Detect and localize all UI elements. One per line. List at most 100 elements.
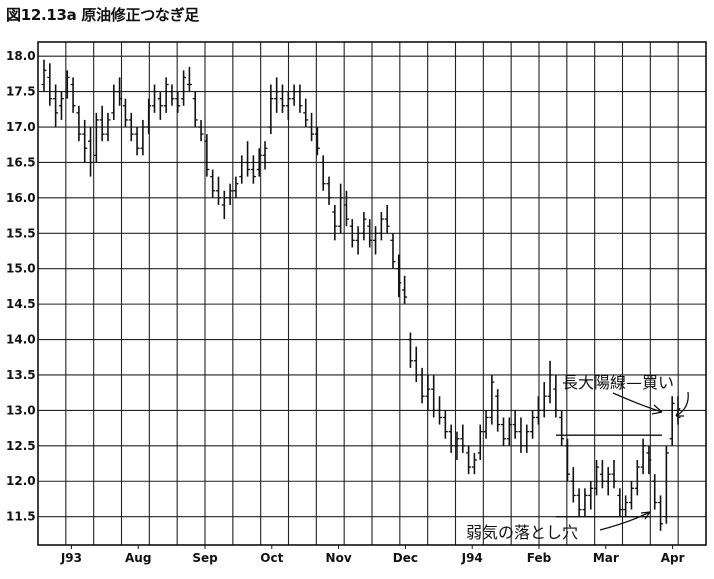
price-bar bbox=[58, 91, 64, 120]
price-bar bbox=[437, 396, 443, 425]
annotation-arrow-1-head bbox=[651, 404, 663, 415]
price-bar bbox=[640, 438, 646, 475]
x-axis-ticks: J93 Aug Sep Oct Nov Dec J94 Feb Mar Apr bbox=[60, 545, 685, 565]
price-bar bbox=[99, 105, 105, 142]
price-bar bbox=[477, 424, 483, 460]
y-tick-label: 13.0 bbox=[6, 403, 36, 417]
price-bar bbox=[256, 148, 262, 177]
price-bar bbox=[53, 84, 59, 128]
price-bar bbox=[117, 77, 123, 106]
x-tick-label: Aug bbox=[125, 551, 151, 565]
price-bar bbox=[541, 382, 547, 418]
price-bar bbox=[431, 374, 437, 418]
price-bar bbox=[594, 459, 600, 496]
price-bar bbox=[41, 59, 47, 92]
price-bar bbox=[210, 169, 216, 198]
price-bar bbox=[518, 417, 524, 453]
price-bar bbox=[506, 417, 512, 446]
price-bar bbox=[181, 70, 187, 106]
price-bar bbox=[582, 488, 588, 517]
x-tick-label: Apr bbox=[661, 551, 685, 565]
price-bar bbox=[419, 367, 425, 404]
price-bar bbox=[186, 66, 192, 92]
price-bar bbox=[378, 212, 384, 241]
price-bar bbox=[675, 396, 681, 425]
price-bar bbox=[343, 190, 349, 227]
y-tick-label: 15.0 bbox=[6, 262, 36, 276]
y-tick-label: 12.0 bbox=[6, 474, 36, 488]
price-bar bbox=[483, 410, 489, 439]
price-bar bbox=[169, 84, 175, 106]
chart-grid bbox=[38, 42, 706, 545]
price-bar bbox=[425, 374, 431, 411]
price-bar bbox=[442, 410, 448, 439]
price-bar bbox=[605, 467, 611, 496]
price-bar bbox=[338, 183, 344, 234]
x-tick-label: Oct bbox=[260, 551, 283, 565]
price-bar bbox=[105, 112, 111, 142]
x-tick-label: J93 bbox=[60, 551, 82, 565]
price-bar bbox=[669, 396, 675, 446]
x-tick-label: Sep bbox=[192, 551, 218, 565]
price-bar bbox=[88, 127, 94, 177]
price-bar bbox=[402, 275, 408, 305]
price-bar bbox=[617, 488, 623, 517]
price-bar bbox=[588, 481, 594, 510]
annotation-arrow-3-head bbox=[640, 511, 651, 520]
price-bar bbox=[70, 77, 76, 113]
price-bar bbox=[279, 84, 285, 113]
price-bar bbox=[227, 183, 233, 205]
price-bar bbox=[623, 495, 629, 517]
price-bar bbox=[570, 467, 576, 503]
price-bar bbox=[76, 105, 82, 142]
price-bar bbox=[291, 84, 297, 106]
price-bar bbox=[559, 410, 565, 446]
price-bar bbox=[553, 374, 559, 418]
y-tick-label: 18.0 bbox=[6, 49, 36, 63]
price-bar bbox=[489, 374, 495, 425]
price-bar bbox=[111, 84, 117, 120]
chart-title: 図12.13a 原油修正つなぎ足 bbox=[6, 6, 199, 24]
price-bar bbox=[367, 219, 373, 248]
price-bar bbox=[163, 77, 169, 113]
price-bar bbox=[628, 481, 634, 510]
price-bar bbox=[250, 155, 256, 184]
price-bar bbox=[576, 488, 582, 517]
price-bar bbox=[309, 112, 315, 142]
price-bar bbox=[634, 459, 640, 496]
annotation-arrow-2 bbox=[675, 391, 689, 417]
price-bar bbox=[157, 91, 163, 120]
price-bar bbox=[349, 219, 355, 248]
price-bar bbox=[285, 91, 291, 120]
price-bar bbox=[152, 84, 158, 113]
price-bar bbox=[530, 410, 536, 439]
y-tick-label: 12.5 bbox=[6, 439, 36, 453]
price-bar bbox=[221, 190, 227, 220]
price-bar bbox=[495, 389, 501, 432]
price-bar bbox=[646, 445, 652, 475]
price-bar bbox=[501, 417, 507, 446]
price-bar bbox=[268, 84, 274, 135]
price-bar bbox=[460, 424, 466, 453]
price-bar bbox=[215, 176, 221, 205]
price-bar bbox=[512, 410, 518, 439]
price-bar bbox=[326, 176, 332, 205]
y-tick-label: 16.0 bbox=[6, 191, 36, 205]
price-bar bbox=[128, 112, 134, 142]
x-tick-label: Dec bbox=[393, 551, 418, 565]
price-bar bbox=[361, 212, 367, 241]
plot-frame bbox=[37, 41, 707, 546]
price-bar bbox=[658, 495, 664, 531]
x-tick-label: Mar bbox=[593, 551, 619, 565]
price-bar bbox=[652, 474, 658, 510]
price-bar bbox=[204, 134, 210, 177]
price-bar bbox=[535, 396, 541, 425]
price-bar bbox=[373, 226, 379, 255]
price-bar bbox=[454, 431, 460, 460]
price-bar bbox=[314, 127, 320, 156]
price-bars bbox=[41, 59, 681, 531]
price-bar bbox=[396, 254, 402, 298]
x-tick-label: Nov bbox=[326, 551, 352, 565]
price-bar bbox=[47, 63, 53, 106]
